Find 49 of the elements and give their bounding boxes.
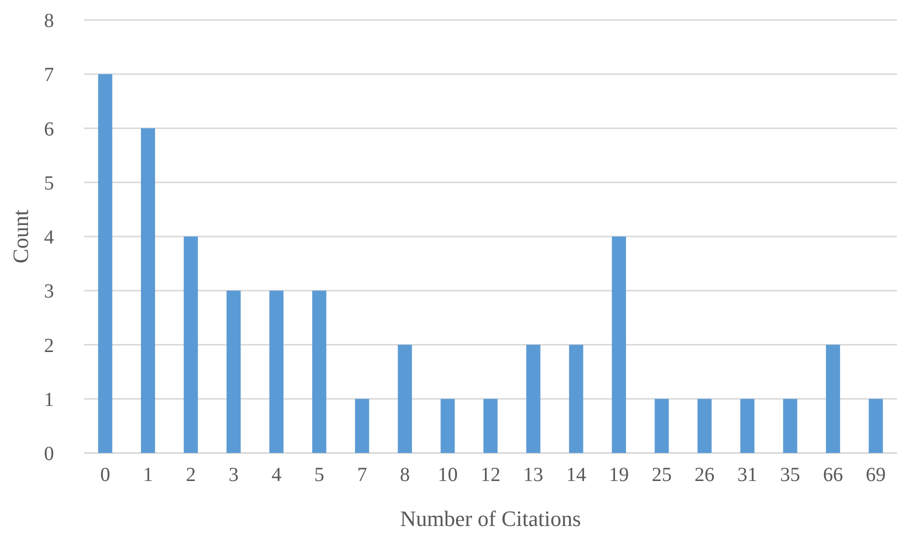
x-tick-label: 1 bbox=[143, 464, 154, 486]
x-axis-title: Number of Citations bbox=[400, 506, 581, 531]
x-tick-label: 69 bbox=[866, 464, 886, 486]
y-tick-label: 7 bbox=[44, 64, 54, 86]
bar bbox=[355, 398, 370, 453]
bar bbox=[140, 128, 156, 453]
bar bbox=[483, 398, 498, 453]
bar bbox=[826, 344, 840, 453]
bar bbox=[269, 290, 284, 453]
x-tick-label: 5 bbox=[314, 464, 324, 486]
x-tick-label: 35 bbox=[780, 464, 800, 486]
y-tick-label: 1 bbox=[44, 388, 54, 411]
x-tick-label: 4 bbox=[271, 464, 282, 486]
y-tick-label: 4 bbox=[44, 226, 54, 248]
y-tick-label: 5 bbox=[44, 172, 54, 194]
x-tick-label: 2 bbox=[186, 464, 196, 486]
bar bbox=[184, 236, 198, 453]
bar bbox=[398, 344, 412, 453]
x-tick-label: 0 bbox=[100, 464, 110, 486]
x-tick-label: 7 bbox=[357, 464, 368, 486]
bar bbox=[440, 398, 455, 453]
bar bbox=[740, 398, 754, 453]
x-tick-label: 8 bbox=[400, 464, 410, 486]
bar bbox=[612, 236, 626, 453]
y-axis-title: Count bbox=[8, 210, 33, 264]
bar bbox=[226, 290, 241, 453]
y-tick-label: 8 bbox=[44, 10, 54, 32]
x-tick-label: 25 bbox=[652, 464, 672, 486]
x-tick-label: 19 bbox=[608, 464, 629, 486]
y-tick-label: 0 bbox=[44, 443, 54, 465]
x-tick-label: 31 bbox=[737, 464, 758, 486]
bar bbox=[697, 398, 712, 453]
x-tick-label: 26 bbox=[694, 464, 715, 486]
bar bbox=[98, 74, 112, 453]
x-tick-label: 13 bbox=[523, 464, 544, 486]
bar bbox=[312, 290, 326, 453]
x-tick-label: 12 bbox=[480, 464, 500, 486]
x-tick-label: 3 bbox=[228, 464, 239, 486]
y-tick-label: 6 bbox=[44, 118, 54, 140]
x-tick-label: 66 bbox=[822, 464, 843, 486]
bar bbox=[868, 398, 883, 453]
y-tick-label: 2 bbox=[44, 334, 54, 357]
bar bbox=[654, 398, 669, 453]
x-tick-label: 10 bbox=[438, 464, 458, 486]
bar bbox=[569, 344, 584, 453]
bar bbox=[526, 344, 540, 453]
bar bbox=[783, 398, 798, 453]
x-tick-label: 14 bbox=[566, 464, 586, 486]
y-tick-label: 3 bbox=[44, 280, 54, 303]
